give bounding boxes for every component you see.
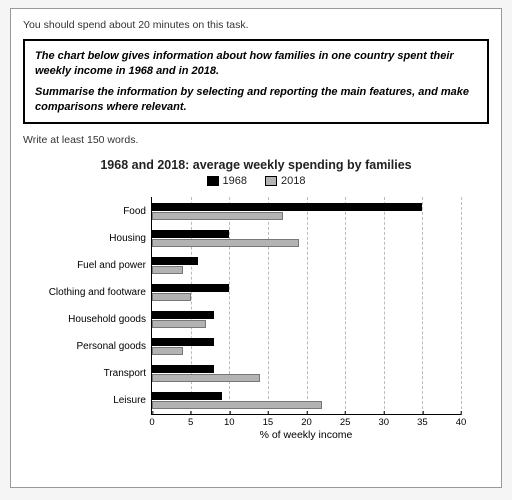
plot-region: 0510152025303540FoodHousingFuel and powe… (151, 197, 461, 415)
x-tick: 20 (301, 414, 312, 428)
bar (152, 203, 422, 211)
chart-title: 1968 and 2018: average weekly spending b… (23, 158, 489, 172)
bar (152, 338, 214, 346)
category-label: Food (46, 200, 152, 224)
instruction-top: You should spend about 20 minutes on thi… (23, 19, 489, 31)
bar (152, 320, 206, 328)
category-row: Personal goods (152, 335, 461, 359)
prompt-box: The chart below gives information about … (23, 39, 489, 124)
bar (152, 374, 260, 382)
prompt-p1: The chart below gives information about … (35, 49, 477, 79)
legend-swatch-icon (207, 176, 219, 186)
x-tick: 15 (263, 414, 274, 428)
x-axis-label: % of weekly income (151, 429, 461, 441)
legend-label: 2018 (281, 175, 305, 187)
category-label: Transport (46, 362, 152, 386)
bar-chart: 0510152025303540FoodHousingFuel and powe… (41, 193, 471, 443)
category-row: Leisure (152, 389, 461, 413)
bar (152, 212, 283, 220)
bar (152, 239, 299, 247)
bar (152, 257, 198, 265)
legend-item-1968: 1968 (207, 175, 247, 187)
x-tick: 40 (456, 414, 467, 428)
x-tick: 30 (378, 414, 389, 428)
bar (152, 230, 229, 238)
x-tick: 25 (340, 414, 351, 428)
category-label: Fuel and power (46, 254, 152, 278)
category-row: Transport (152, 362, 461, 386)
bar (152, 266, 183, 274)
x-tick: 35 (417, 414, 428, 428)
prompt-p2: Summarise the information by selecting a… (35, 85, 477, 115)
task-container: You should spend about 20 minutes on thi… (10, 8, 502, 488)
bar (152, 311, 214, 319)
category-row: Housing (152, 227, 461, 251)
chart-area: 1968 and 2018: average weekly spending b… (23, 158, 489, 443)
legend-item-2018: 2018 (265, 175, 305, 187)
category-label: Leisure (46, 389, 152, 413)
bar (152, 401, 322, 409)
x-tick: 0 (149, 414, 154, 428)
x-tick: 5 (188, 414, 193, 428)
bar (152, 284, 229, 292)
bar (152, 365, 214, 373)
category-label: Personal goods (46, 335, 152, 359)
category-row: Food (152, 200, 461, 224)
x-tick: 10 (224, 414, 235, 428)
bar (152, 392, 222, 400)
category-row: Fuel and power (152, 254, 461, 278)
category-row: Clothing and footware (152, 281, 461, 305)
chart-legend: 1968 2018 (23, 175, 489, 187)
category-label: Clothing and footware (46, 281, 152, 305)
legend-swatch-icon (265, 176, 277, 186)
legend-label: 1968 (223, 175, 247, 187)
grid-line (461, 197, 462, 414)
category-label: Household goods (46, 308, 152, 332)
bar (152, 347, 183, 355)
category-label: Housing (46, 227, 152, 251)
category-row: Household goods (152, 308, 461, 332)
instruction-bottom: Write at least 150 words. (23, 134, 489, 146)
bar (152, 293, 191, 301)
